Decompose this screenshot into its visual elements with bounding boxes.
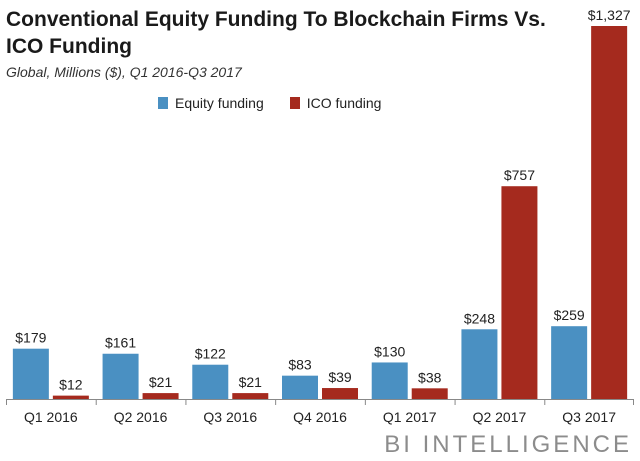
bar-ico-funding [501,186,538,399]
bar-equity-funding [282,375,318,399]
data-label-equity: $259 [554,307,585,323]
data-label-ico: $21 [239,374,263,390]
data-label-equity: $179 [15,330,46,346]
data-label-ico: $12 [59,377,83,393]
x-tick-label: Q4 2016 [293,409,347,425]
bar-equity-funding [102,353,139,399]
x-tick-label: Q2 2016 [114,409,168,425]
x-tick-label: Q1 2017 [383,409,437,425]
x-tick-label: Q1 2016 [24,409,78,425]
bar-ico-funding [322,388,358,399]
bar-ico-funding [411,388,448,399]
bar-ico-funding [232,393,269,399]
bar-ico-funding [591,26,628,399]
x-tick-label: Q3 2017 [562,409,616,425]
bar-equity-funding [12,348,49,399]
legend-swatch-equity [158,97,168,109]
chart-subtitle: Global, Millions ($), Q1 2016-Q3 2017 [6,64,242,80]
data-label-equity: $83 [288,357,312,373]
legend-swatch-ico [289,97,300,109]
data-label-ico: $21 [149,374,173,390]
bar-ico-funding [52,395,89,399]
data-label-ico: $757 [504,167,535,183]
bar-equity-funding [461,329,498,399]
legend: Equity funding ICO funding [158,95,381,111]
legend-label-equity: Equity funding [175,95,264,111]
data-label-ico: $38 [418,369,442,385]
legend-item-ico: ICO funding [289,95,382,111]
bar-ico-funding [142,393,179,399]
data-label-ico: $39 [328,369,352,385]
bar-equity-funding [371,362,408,399]
bar-equity-funding [551,326,588,399]
legend-label-ico: ICO funding [306,95,382,111]
x-tick-label: Q2 2017 [473,409,527,425]
legend-item-equity: Equity funding [158,95,264,111]
brand-logo: BI INTELLIGENCE [384,431,632,458]
data-label-equity: $130 [374,343,405,359]
x-tick-label: Q3 2016 [203,409,257,425]
chart-title: Conventional Equity Funding To Blockchai… [6,8,546,58]
data-label-equity: $248 [464,310,495,326]
data-label-equity: $161 [105,335,136,351]
bar-equity-funding [192,364,229,399]
data-label-equity: $122 [195,346,226,362]
data-label-ico: $1,327 [588,7,631,23]
